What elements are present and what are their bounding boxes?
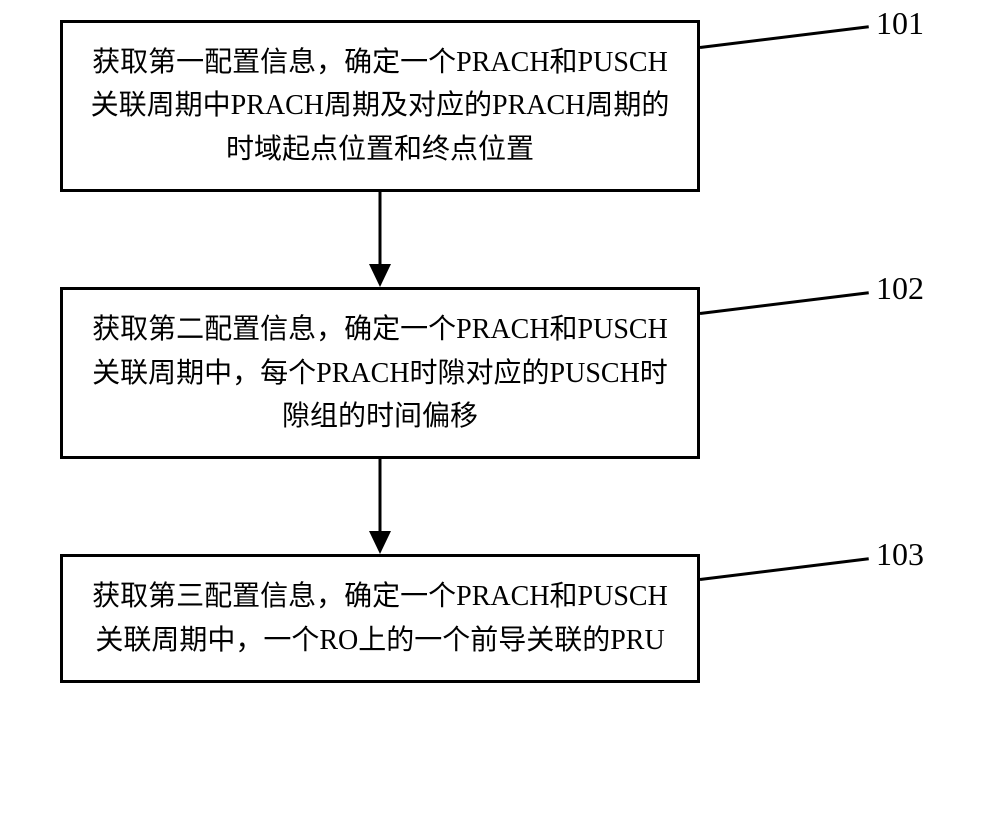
flowchart-step-101: 获取第一配置信息，确定一个PRACH和PUSCH关联周期中PRACH周期及对应的… (60, 20, 700, 192)
step-text: 获取第一配置信息，确定一个PRACH和PUSCH关联周期中PRACH周期及对应的… (91, 47, 670, 165)
flowchart-step-102: 获取第二配置信息，确定一个PRACH和PUSCH关联周期中，每个PRACH时隙对… (60, 287, 700, 459)
label-connector-103 (700, 557, 869, 581)
label-connector-101 (700, 25, 869, 49)
arrow-svg (360, 192, 400, 287)
flowchart-step-103: 获取第三配置信息，确定一个PRACH和PUSCH关联周期中，一个RO上的一个前导… (60, 554, 700, 683)
step-text: 获取第二配置信息，确定一个PRACH和PUSCH关联周期中，每个PRACH时隙对… (92, 314, 668, 432)
step-label-102: 102 (876, 270, 924, 307)
arrow-102-to-103 (60, 459, 700, 554)
step-label-103: 103 (876, 536, 924, 573)
label-connector-102 (700, 291, 869, 315)
flowchart-container: 获取第一配置信息，确定一个PRACH和PUSCH关联周期中PRACH周期及对应的… (60, 20, 940, 683)
step-text: 获取第三配置信息，确定一个PRACH和PUSCH关联周期中，一个RO上的一个前导… (92, 581, 668, 655)
arrow-svg (360, 459, 400, 554)
step-label-101: 101 (876, 5, 924, 42)
arrow-101-to-102 (60, 192, 700, 287)
